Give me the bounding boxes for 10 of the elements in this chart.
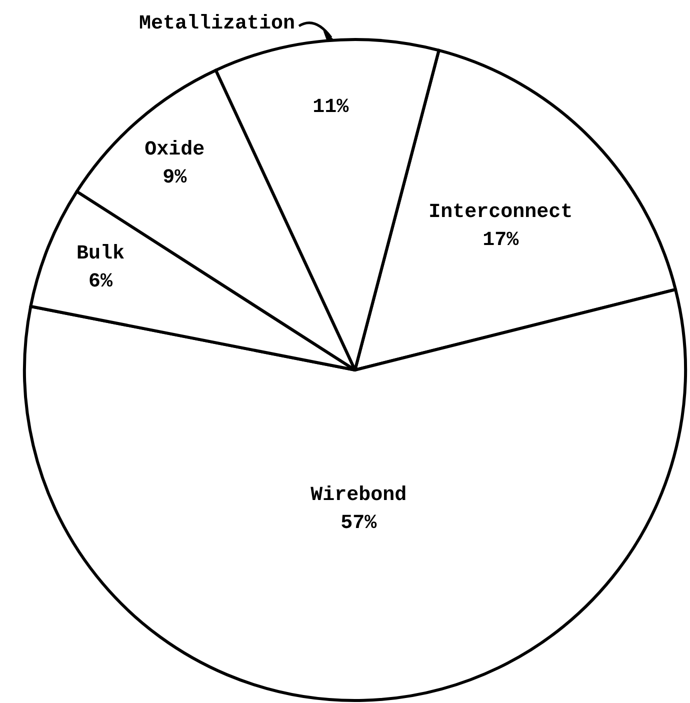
data-label: 11% — [312, 96, 350, 119]
data-label: 9% — [162, 166, 188, 190]
slice-label: Bulk — [76, 242, 124, 266]
slice-label: Wirebond — [310, 484, 407, 507]
slice-label: Interconnect — [428, 200, 573, 224]
legend-label: Metallization — [138, 12, 295, 36]
data-label: 6% — [88, 270, 114, 294]
data-label: 17% — [482, 228, 520, 252]
data-label: 57% — [340, 512, 378, 535]
slice-label: Oxide — [144, 138, 205, 162]
